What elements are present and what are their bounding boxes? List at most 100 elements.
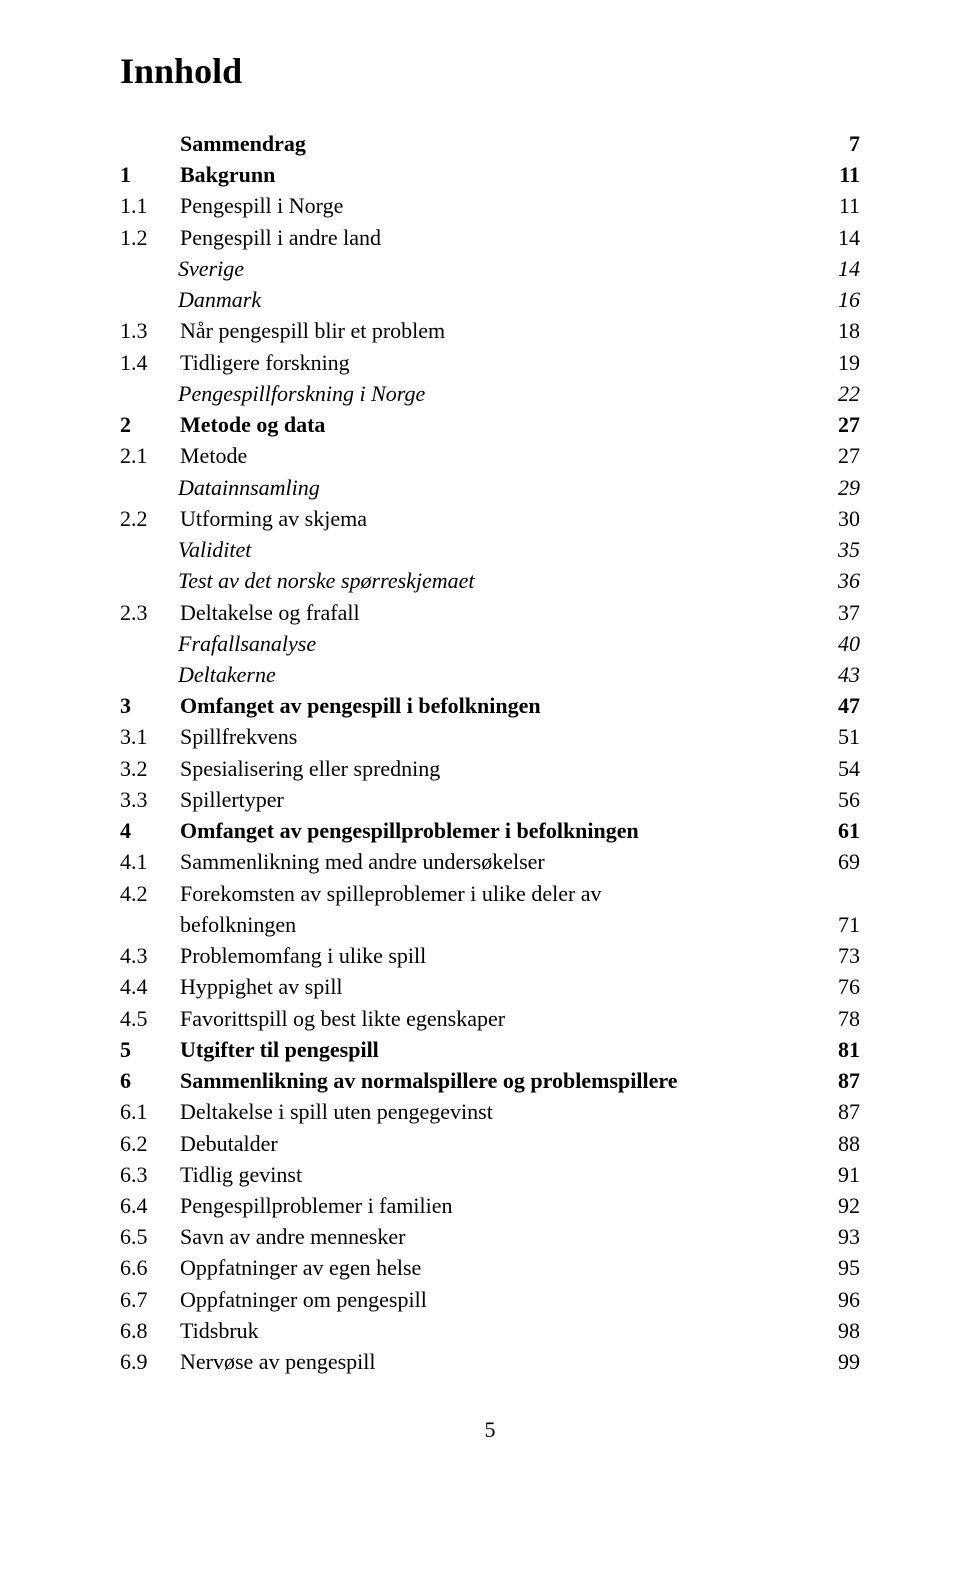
toc-entry-number: 6.3 [120, 1159, 180, 1190]
toc-entry: 3.2Spesialisering eller spredning54 [120, 753, 860, 784]
toc-entry: Sverige14 [120, 253, 860, 284]
toc-entry: 1.1Pengespill i Norge11 [120, 190, 860, 221]
toc-entry: 1.2Pengespill i andre land14 [120, 222, 860, 253]
toc-entry-page: 76 [810, 971, 860, 1002]
toc-entry-number: 3.3 [120, 784, 180, 815]
toc-entry-label: Danmark [178, 284, 810, 315]
toc-entry-label: Sammenlikning av normalspillere og probl… [180, 1065, 810, 1096]
toc-entry-page: 14 [810, 253, 860, 284]
toc-entry-number: 6.4 [120, 1190, 180, 1221]
toc-entry-label: Oppfatninger av egen helse [180, 1252, 810, 1283]
toc-entry-label: Pengespill i Norge [180, 190, 810, 221]
toc-entry-page: 27 [810, 409, 860, 440]
toc-entry-page: 54 [810, 753, 860, 784]
toc-entry: 3.3Spillertyper56 [120, 784, 860, 815]
toc-entry: befolkningen71 [120, 909, 860, 940]
toc-entry-label: Pengespill i andre land [180, 222, 810, 253]
toc-entry-page: 93 [810, 1221, 860, 1252]
toc-entry-page: 51 [810, 721, 860, 752]
toc-entry: 6.3Tidlig gevinst91 [120, 1159, 860, 1190]
toc-entry: 4Omfanget av pengespillproblemer i befol… [120, 815, 860, 846]
toc-entry-number: 2.3 [120, 597, 180, 628]
toc-entry-label: Test av det norske spørreskjemaet [178, 565, 810, 596]
toc-entry-label: Nervøse av pengespill [180, 1346, 810, 1377]
toc-entry: 2.2Utforming av skjema30 [120, 503, 860, 534]
toc-entry-page: 81 [810, 1034, 860, 1065]
toc-entry-page: 35 [810, 534, 860, 565]
toc-entry: 4.4Hyppighet av spill76 [120, 971, 860, 1002]
toc-entry-label: Tidligere forskning [180, 347, 810, 378]
toc-entry-label: Omfanget av pengespillproblemer i befolk… [180, 815, 810, 846]
toc-entry-page: 69 [810, 846, 860, 877]
toc-entry-number: 1.3 [120, 315, 180, 346]
page-number: 5 [120, 1417, 860, 1443]
toc-entry: 3Omfanget av pengespill i befolkningen47 [120, 690, 860, 721]
toc-entry: Validitet35 [120, 534, 860, 565]
toc-entry: Frafallsanalyse40 [120, 628, 860, 659]
toc-entry-number: 6.1 [120, 1096, 180, 1127]
toc-entry-page: 40 [810, 628, 860, 659]
toc-entry-number: 4 [120, 815, 180, 846]
toc-entry: Pengespillforskning i Norge22 [120, 378, 860, 409]
toc-entry-page: 11 [810, 190, 860, 221]
toc-entry-label: Sammendrag [180, 128, 810, 159]
toc-entry-page: 61 [810, 815, 860, 846]
toc-entry-page: 99 [810, 1346, 860, 1377]
toc-entry-number: 3 [120, 690, 180, 721]
toc-entry-page: 43 [810, 659, 860, 690]
toc-entry: 6.4Pengespillproblemer i familien92 [120, 1190, 860, 1221]
toc-entry-label: Problemomfang i ulike spill [180, 940, 810, 971]
toc-entry: 6.7Oppfatninger om pengespill96 [120, 1284, 860, 1315]
toc-entry-page: 7 [810, 128, 860, 159]
toc-entry: 6.6Oppfatninger av egen helse95 [120, 1252, 860, 1283]
toc-entry-label: Forekomsten av spilleproblemer i ulike d… [180, 878, 810, 909]
toc-entry-label: Datainnsamling [178, 472, 810, 503]
toc-entry: 4.2Forekomsten av spilleproblemer i ulik… [120, 878, 860, 909]
toc-entry-number: 6.8 [120, 1315, 180, 1346]
toc-entry-page: 56 [810, 784, 860, 815]
toc-entry: 2.3Deltakelse og frafall37 [120, 597, 860, 628]
toc-entry: 6.1Deltakelse i spill uten pengegevinst8… [120, 1096, 860, 1127]
toc-entry: Test av det norske spørreskjemaet36 [120, 565, 860, 596]
toc-entry-page: 95 [810, 1252, 860, 1283]
toc-entry-label: Utforming av skjema [180, 503, 810, 534]
toc-entry-page: 14 [810, 222, 860, 253]
toc-entry-number: 3.1 [120, 721, 180, 752]
toc-entry-number: 4.1 [120, 846, 180, 877]
toc-entry-label: Oppfatninger om pengespill [180, 1284, 810, 1315]
toc-entry-number: 6.5 [120, 1221, 180, 1252]
toc-entry-number: 6.9 [120, 1346, 180, 1377]
toc-entry-number: 1 [120, 159, 180, 190]
toc-entry-label: Metode [180, 440, 810, 471]
toc-entry-number: 2.2 [120, 503, 180, 534]
toc-entry-label: Bakgrunn [180, 159, 810, 190]
toc-entry-page: 37 [810, 597, 860, 628]
toc-entry: 5Utgifter til pengespill81 [120, 1034, 860, 1065]
toc-entry: Deltakerne43 [120, 659, 860, 690]
toc-entry: 6.9Nervøse av pengespill99 [120, 1346, 860, 1377]
toc-entry: 6.8Tidsbruk98 [120, 1315, 860, 1346]
toc-entry-number: 6.2 [120, 1128, 180, 1159]
toc-entry-page: 87 [810, 1065, 860, 1096]
toc-entry-page: 91 [810, 1159, 860, 1190]
toc-entry-label: Deltakelse i spill uten pengegevinst [180, 1096, 810, 1127]
toc-entry-page: 18 [810, 315, 860, 346]
toc-entry-page: 30 [810, 503, 860, 534]
toc-entry-page: 96 [810, 1284, 860, 1315]
toc-entry-number: 6.6 [120, 1252, 180, 1283]
toc-entry-label: Tidsbruk [180, 1315, 810, 1346]
toc-entry: 4.5Favorittspill og best likte egenskape… [120, 1003, 860, 1034]
toc-entry: 6Sammenlikning av normalspillere og prob… [120, 1065, 860, 1096]
toc-entry-number: 2 [120, 409, 180, 440]
toc-entry-label: Pengespillforskning i Norge [178, 378, 810, 409]
toc-entry: 6.2Debutalder88 [120, 1128, 860, 1159]
toc-entry-label: Tidlig gevinst [180, 1159, 810, 1190]
toc-entry-number: 4.2 [120, 878, 180, 909]
toc-entry-label: Sverige [178, 253, 810, 284]
toc-entry-label: Frafallsanalyse [178, 628, 810, 659]
toc-entry: Sammendrag7 [120, 128, 860, 159]
toc-entry-page: 16 [810, 284, 860, 315]
toc-entry-page: 22 [810, 378, 860, 409]
toc-entry-page: 78 [810, 1003, 860, 1034]
toc-entry: 6.5Savn av andre mennesker93 [120, 1221, 860, 1252]
